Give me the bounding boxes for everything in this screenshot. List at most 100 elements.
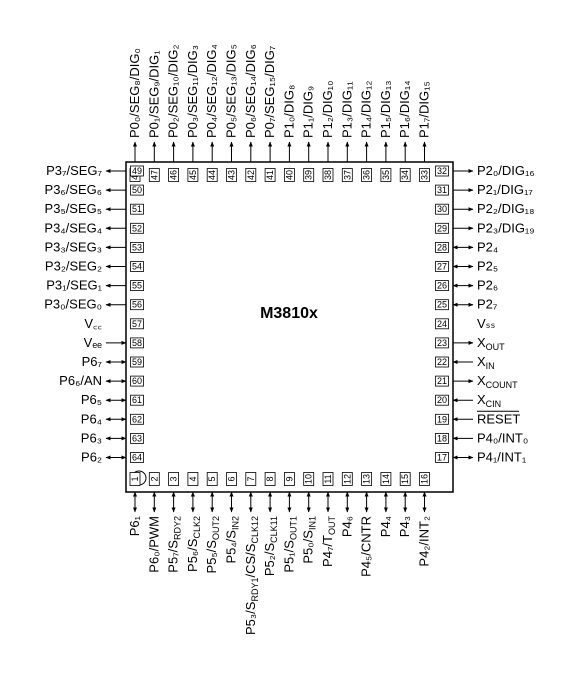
pin-number: 22: [437, 357, 447, 367]
pin-label: P6₄: [81, 411, 102, 426]
pin-number: 35: [381, 170, 391, 180]
pin-label: XCIN​: [477, 392, 501, 409]
pin-number: 63: [132, 433, 142, 443]
pin-number-box: [130, 413, 144, 425]
pin-label: P0₂/SEG₁₀/DIG₂: [166, 44, 181, 138]
pin-label: P0₇/SEG₁₅/DIG₇: [262, 45, 277, 138]
pin-number-box: [361, 472, 373, 486]
pin-number: 60: [132, 376, 142, 386]
pin-label: P5₂/SCLK11​: [262, 516, 279, 576]
pin-number: 39: [304, 170, 314, 180]
pin-label: P5₀/SIN1​: [301, 516, 318, 564]
pin-number: 32: [437, 166, 447, 176]
pin-number: 50: [132, 185, 142, 195]
pin-number-box: [435, 203, 449, 215]
pin-label: P4₃: [397, 516, 412, 537]
pin-number: 53: [132, 242, 142, 252]
pin-number: 62: [132, 414, 142, 424]
pin-number-box: [130, 375, 144, 387]
pin-number-box: [283, 168, 295, 182]
pin-number-box: [206, 472, 218, 486]
pin-number: 54: [132, 262, 142, 272]
pin-number-box: [130, 356, 144, 368]
pin-number: 52: [132, 223, 142, 233]
pin-number-box: [283, 472, 295, 486]
pin-label: P0₀/SEG₈/DIG₀: [127, 48, 142, 138]
pin-label: XOUT​: [477, 335, 505, 352]
pin-number: 58: [132, 338, 142, 348]
pin-number: 51: [132, 204, 142, 214]
pin-number-box: [419, 168, 430, 182]
pin-number-box: [380, 168, 392, 182]
pin-label: P5₇/SRDY2​: [166, 516, 183, 573]
pin-number-box: [435, 375, 449, 387]
pin-label: P4₆: [339, 516, 354, 537]
pin-number: 5: [207, 476, 217, 481]
pin-number-box: [130, 184, 144, 196]
pin-number-box: [435, 394, 449, 406]
pin-number: 25: [437, 300, 447, 310]
pin-number: 9: [284, 476, 294, 481]
pin-number: 7: [246, 476, 256, 481]
pin-number: 28: [437, 242, 447, 252]
pin-number: 49: [132, 166, 142, 176]
pin-label: XCOUNT​: [477, 373, 518, 390]
pin-number-box: [206, 168, 218, 182]
pin-label: P3₀/SEG₀: [44, 297, 102, 312]
pin-number-box: [130, 318, 144, 330]
pin-number-box: [129, 472, 141, 486]
pin-number-box: [245, 168, 257, 182]
pin-number-box: [148, 168, 160, 182]
pin-label: P2₆: [477, 278, 498, 293]
pin-number-box: [130, 394, 144, 406]
pin-label: P0₁/SEG₉/DIG₁: [146, 50, 161, 138]
pin-number: 20: [437, 395, 447, 405]
pin-label: P1₆/DIG₁₄: [397, 80, 412, 138]
pin-label: P1₂/DIG₁₀: [320, 81, 335, 138]
pin-label: P1₀/DIG₈: [281, 85, 296, 138]
pin-number: 64: [132, 453, 142, 463]
pin-label: P2₇: [477, 297, 498, 312]
pin-label: P1₁/DIG₉: [301, 86, 316, 138]
pin-label: P5₆/SCLK2​: [185, 516, 202, 572]
chip-name: M3810x: [260, 305, 318, 322]
pin-number-box: [322, 472, 334, 486]
pin-number-box: [130, 299, 144, 311]
pin-label: RESET: [477, 411, 520, 426]
pin-label: P2₃/DIG₁₉: [477, 220, 534, 235]
pin-number: 26: [437, 281, 447, 291]
pin-label: P1₄/DIG₁₂: [359, 81, 374, 138]
pin-label: P2₅: [477, 259, 498, 274]
pin-label: P3₃/SEG₃: [44, 239, 102, 254]
pin-number: 45: [188, 170, 198, 180]
pin-number: 38: [323, 170, 333, 180]
pin-number: 3: [169, 476, 179, 481]
pin-number-box: [245, 472, 257, 486]
pin-number-box: [264, 168, 276, 182]
pin-number-box: [168, 472, 180, 486]
pin-label: P3₁/SEG₁: [46, 278, 102, 293]
pin-label: P1₇/DIG₁₅: [417, 81, 432, 138]
pin-number: 29: [437, 223, 447, 233]
pin-number-box: [399, 472, 411, 486]
pin-number-box: [341, 168, 353, 182]
pin-label: P6₁: [127, 515, 142, 536]
pin-number-box: [130, 241, 144, 253]
pin-number-box: [435, 241, 449, 253]
pin-number: 40: [284, 170, 294, 180]
pin-label: P3₄/SEG₄: [44, 220, 102, 235]
pin-number: 16: [420, 474, 430, 484]
pin-number-box: [380, 472, 392, 486]
pin-label: Vₑₑ: [84, 335, 103, 350]
pin-number: 8: [265, 476, 275, 481]
pin-label: P0₃/SEG₁₁/DIG₃: [185, 45, 200, 138]
pin-number: 6: [227, 476, 237, 481]
pin-label: P5₁/SOUT1​: [281, 516, 298, 573]
pin-number-box: [303, 472, 315, 486]
pin-number-box: [435, 261, 449, 272]
pin-label: P0₄/SEG₁₂/DIG₄: [204, 44, 219, 138]
pin-number: 46: [169, 170, 179, 180]
pin-label: P6₅: [81, 392, 102, 407]
pin-label: P3₂/SEG₂: [45, 259, 102, 274]
